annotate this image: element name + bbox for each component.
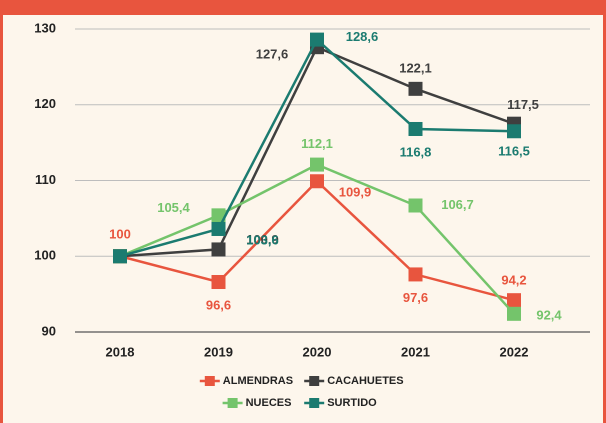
point-marker — [507, 124, 521, 139]
left-border — [0, 0, 3, 423]
header-strip — [0, 0, 606, 15]
y-tick-label: 110 — [35, 172, 56, 187]
x-tick-label: 2020 — [303, 344, 332, 359]
y-tick-label: 90 — [42, 323, 56, 338]
data-label: 112,1 — [301, 136, 333, 151]
data-label: 94,2 — [501, 273, 526, 288]
point-marker — [310, 32, 324, 47]
point-marker — [408, 198, 423, 213]
point-marker — [507, 306, 521, 321]
data-label: 128,6 — [346, 29, 379, 44]
x-tick-label: 2019 — [204, 344, 233, 359]
data-label: 116,5 — [498, 144, 530, 159]
data-label: 117,5 — [507, 97, 539, 112]
y-tick-label: 120 — [34, 96, 56, 111]
data-label: 127,6 — [256, 47, 289, 62]
point-marker — [211, 221, 226, 236]
data-label: 100 — [109, 227, 131, 242]
point-marker — [507, 293, 521, 308]
data-label: 96,6 — [206, 297, 231, 312]
data-label: 122,1 — [399, 60, 432, 75]
point-marker — [310, 174, 324, 189]
data-label: 100,9 — [246, 232, 279, 247]
legend-marker — [309, 398, 320, 408]
point-marker — [408, 121, 423, 136]
data-label: 103,6 — [246, 232, 279, 247]
point-marker — [408, 267, 423, 282]
legend-label: SURTIDO — [327, 397, 377, 409]
x-tick-label: 2018 — [106, 344, 135, 359]
point-marker — [211, 275, 226, 290]
legend-marker — [227, 398, 238, 408]
legend-marker — [309, 376, 320, 386]
data-label: 97,6 — [403, 290, 428, 305]
data-label: 105,4 — [157, 200, 190, 215]
legend-label: CACAHUETES — [327, 375, 403, 387]
point-marker — [211, 242, 226, 257]
point-marker — [310, 157, 324, 172]
x-tick-label: 2022 — [500, 344, 529, 359]
point-marker — [113, 249, 127, 264]
y-tick-label: 130 — [34, 20, 56, 35]
data-label: 92,4 — [536, 307, 562, 322]
legend-label: ALMENDRAS — [223, 375, 293, 387]
legend-marker — [204, 376, 215, 386]
x-tick-label: 2021 — [401, 344, 430, 359]
point-marker — [211, 208, 226, 223]
point-marker — [408, 81, 423, 96]
legend-label: NUECES — [246, 397, 292, 409]
data-label: 106,7 — [441, 197, 474, 212]
data-label: 109,9 — [339, 185, 372, 200]
y-tick-label: 100 — [34, 248, 56, 263]
right-border — [603, 0, 606, 423]
data-label: 116,8 — [400, 144, 432, 159]
